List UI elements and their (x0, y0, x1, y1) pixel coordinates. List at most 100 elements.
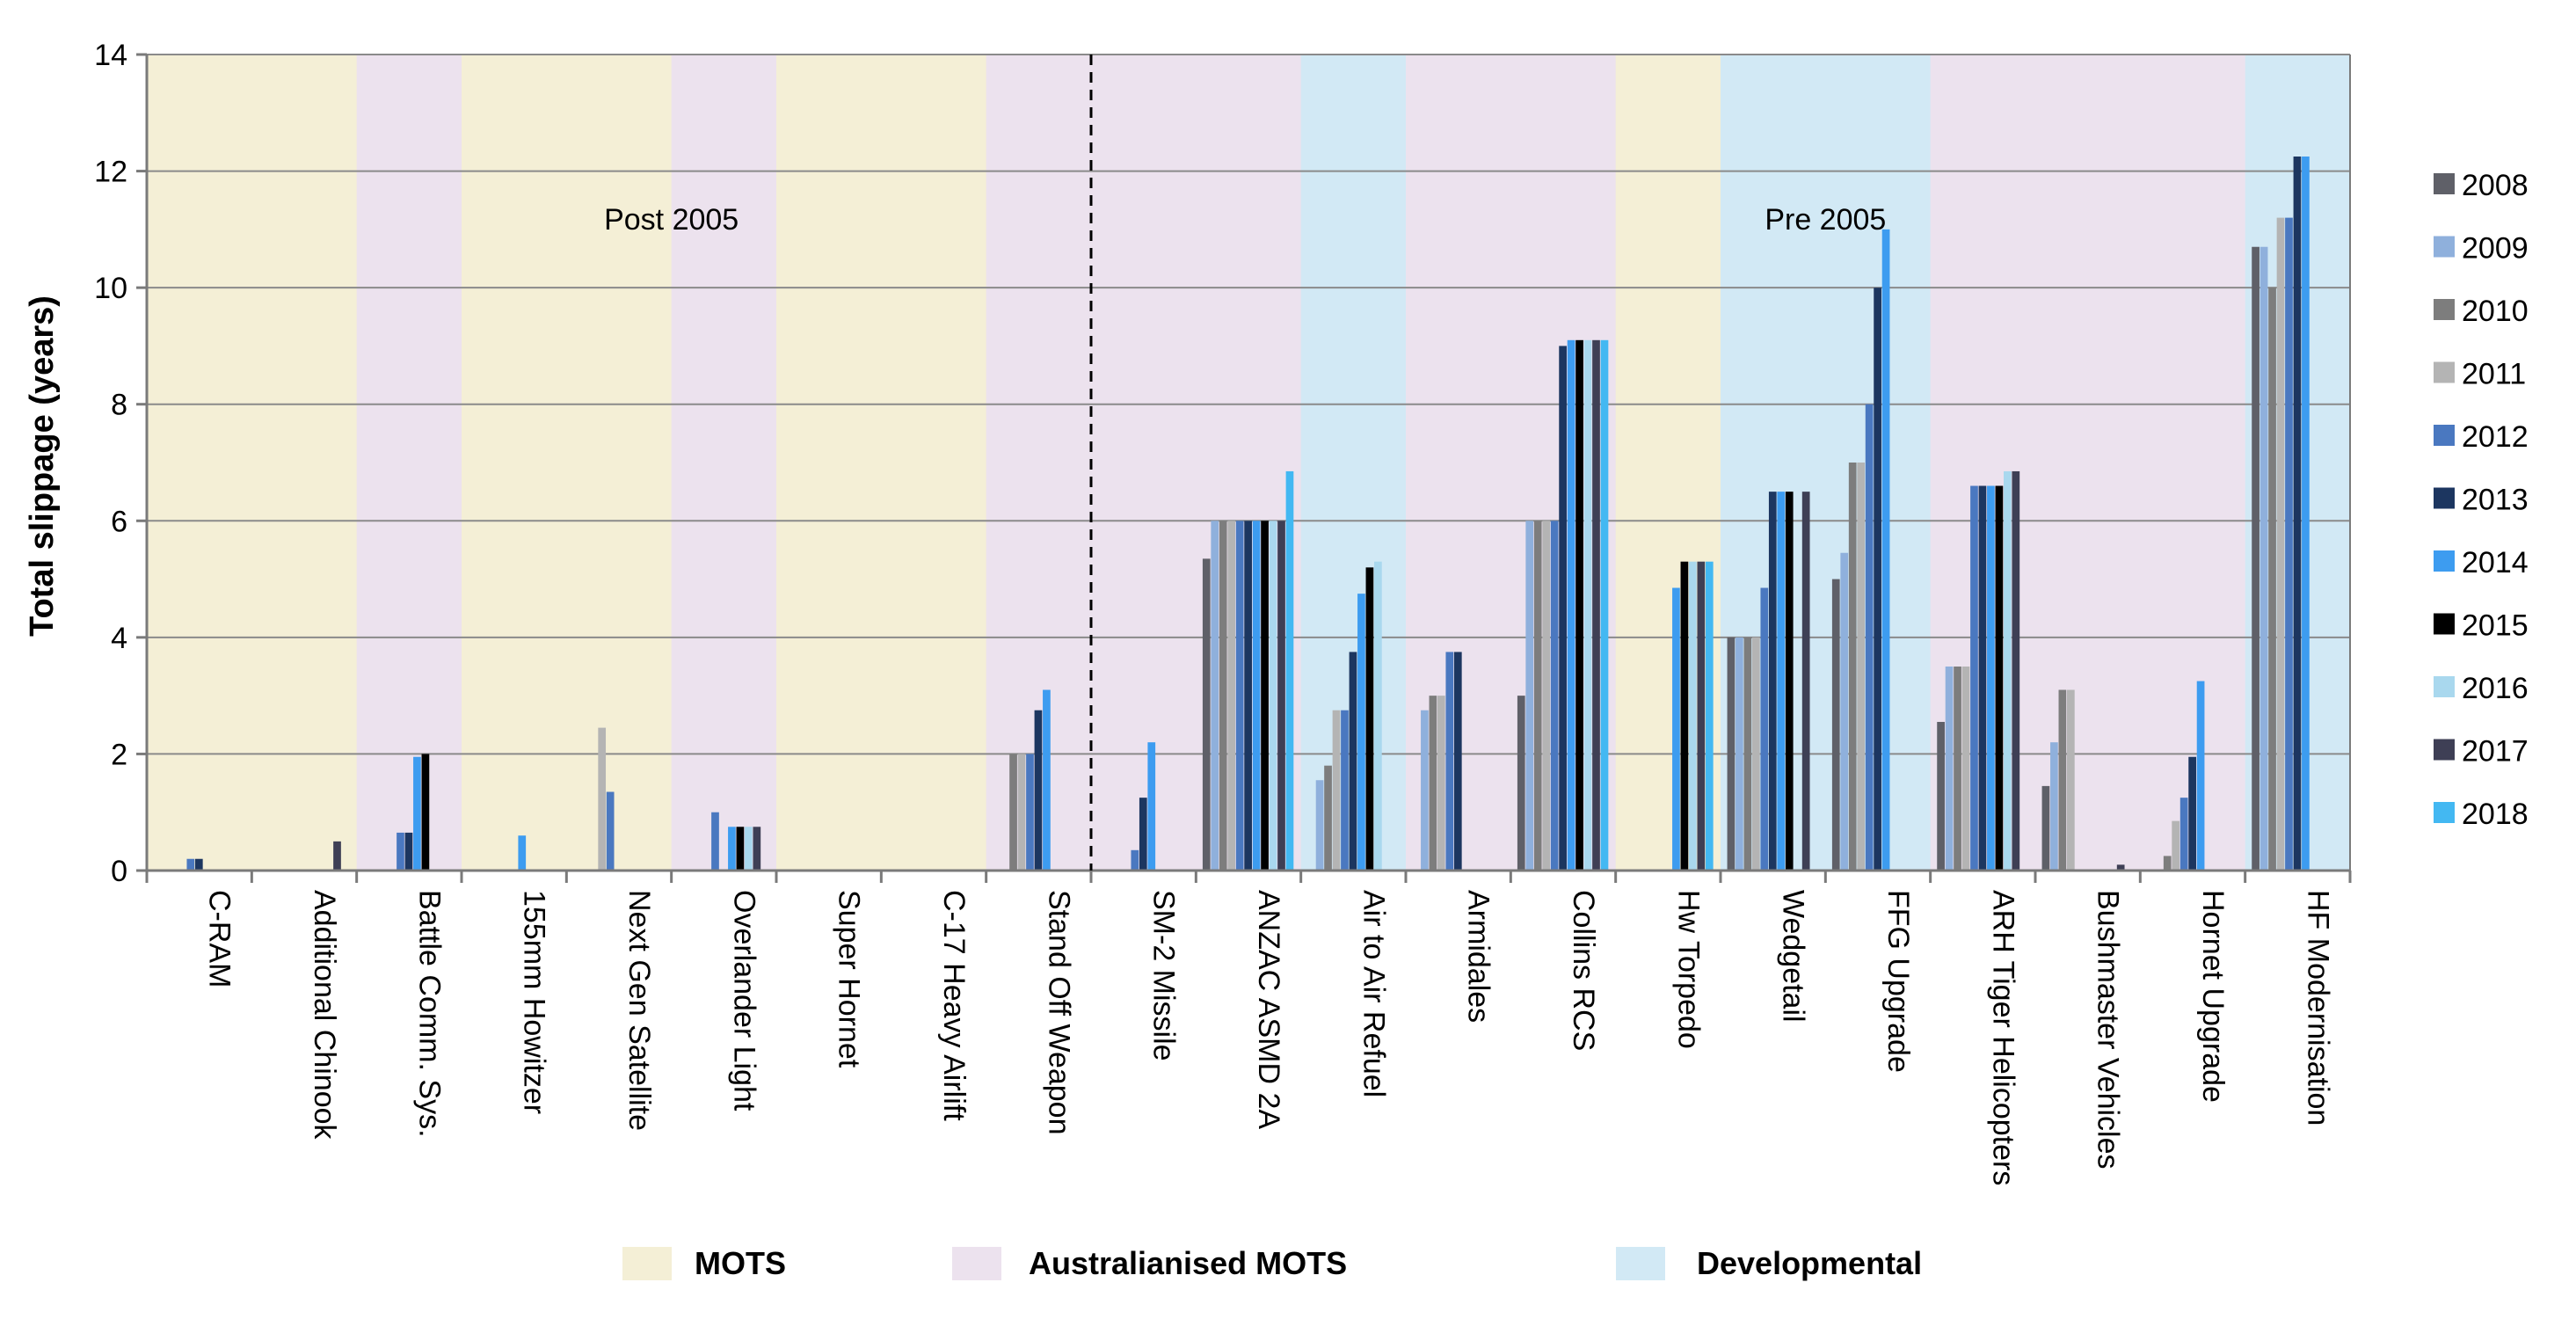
bar (1680, 561, 1689, 871)
category-band (776, 55, 882, 871)
bar (2302, 157, 2310, 871)
x-tick-label: Additional Chinook (308, 890, 341, 1140)
bar (1777, 492, 1786, 871)
bar (194, 858, 203, 871)
legend-label: 2015 (2462, 609, 2529, 643)
bar (736, 827, 745, 871)
y-tick-label: 10 (94, 272, 127, 305)
bar (413, 756, 421, 871)
y-tick-label: 2 (111, 738, 127, 771)
bar (753, 827, 761, 871)
bar (1542, 521, 1551, 871)
bar (1453, 652, 1462, 871)
legend-label: 2014 (2462, 546, 2529, 579)
legend-swatch (2434, 676, 2455, 697)
bar (2004, 470, 2012, 871)
bar (1961, 667, 1970, 871)
x-tick-label: Battle Comm. Sys. (412, 890, 446, 1138)
bar (1865, 404, 1874, 871)
bar (397, 832, 404, 871)
y-tick-label: 6 (111, 505, 127, 538)
bar (186, 858, 195, 871)
category-legend-label: Australianised MOTS (1029, 1245, 1347, 1281)
y-tick-label: 0 (111, 855, 127, 888)
bar (1349, 652, 1357, 871)
bar (1147, 742, 1156, 871)
bar (1874, 288, 1881, 871)
x-tick-label: Overlander Light (727, 890, 760, 1111)
bar (2116, 864, 2125, 871)
bar (1421, 710, 1429, 871)
bar (1567, 339, 1575, 871)
bar (404, 832, 413, 871)
bar (1533, 521, 1542, 871)
bar (2066, 689, 2075, 871)
bars (186, 157, 2310, 871)
bar (2172, 820, 2180, 871)
bar (2196, 681, 2205, 871)
bar (1269, 521, 1277, 871)
bar (745, 827, 753, 871)
legend-label: 2011 (2462, 358, 2526, 391)
x-tick-label: HF Modernisation (2301, 890, 2334, 1126)
bar (1445, 652, 1454, 871)
legend-label: 2017 (2462, 735, 2529, 769)
x-tick-label: Next Gen Satellite (622, 890, 656, 1131)
y-tick-label: 12 (94, 156, 127, 189)
bar (2041, 785, 2050, 871)
bar (1768, 492, 1777, 871)
bar (1219, 521, 1227, 871)
y-axis-label: Total slippage (years) (24, 295, 61, 637)
bar (1945, 667, 1954, 871)
bar (2285, 217, 2293, 871)
legend-swatch (2434, 550, 2455, 572)
bar (1751, 637, 1760, 871)
bar (1689, 561, 1697, 871)
category-legend-swatch (622, 1247, 672, 1280)
category-band (356, 55, 462, 871)
bar (1592, 339, 1600, 871)
series-legend: 2008 2009 2010 2011 2012 2013 2014 2015 2016 2017… (2434, 169, 2529, 831)
bar (2276, 217, 2285, 871)
x-tick-label: ANZAC ASMD 2A (1252, 890, 1285, 1129)
bar (333, 841, 341, 871)
x-tick-label: FFG Upgrade (1881, 890, 1915, 1073)
bar (1034, 710, 1043, 871)
bar (1374, 561, 1382, 871)
bar (1954, 667, 1961, 871)
x-tick-label: Collins RCS (1567, 890, 1600, 1051)
bar (1252, 521, 1261, 871)
bar (1937, 721, 1945, 871)
legend-label: 2016 (2462, 672, 2529, 705)
bar (1332, 710, 1341, 871)
legend-swatch (2434, 425, 2455, 446)
bar (1429, 696, 1437, 871)
bar (1881, 229, 1890, 871)
bar (1559, 346, 1567, 871)
x-tick-label: Stand Off Weapon (1042, 890, 1075, 1135)
y-tick-label: 14 (94, 39, 127, 72)
category-legend-swatch (952, 1247, 1001, 1280)
x-tick-label: SM-2 Missile (1147, 890, 1181, 1061)
legend-swatch (2434, 173, 2455, 194)
bar (2293, 157, 2302, 871)
x-tick-label: ARH Tiger Helicopters (1986, 890, 2019, 1185)
bar (1743, 637, 1752, 871)
bar (1244, 521, 1252, 871)
bar (711, 812, 719, 871)
category-band (251, 55, 358, 871)
category-band (147, 55, 252, 871)
category-band (2035, 55, 2141, 871)
x-tick-label: Super Hornet (833, 890, 866, 1068)
bar (1043, 689, 1051, 871)
period-annotation: Post 2005 (604, 203, 739, 237)
bar (2163, 856, 2172, 871)
x-tick-label: Wedgetail (1777, 890, 1810, 1023)
bar (2259, 246, 2268, 871)
bar (1285, 470, 1294, 871)
bar (728, 827, 736, 871)
axes: 0 2 4 6 8 10 12 14 C-RAM Additional Chinook Battle… (94, 39, 2352, 1185)
legend-label: 2013 (2462, 484, 2529, 517)
legend-swatch (2434, 299, 2455, 320)
